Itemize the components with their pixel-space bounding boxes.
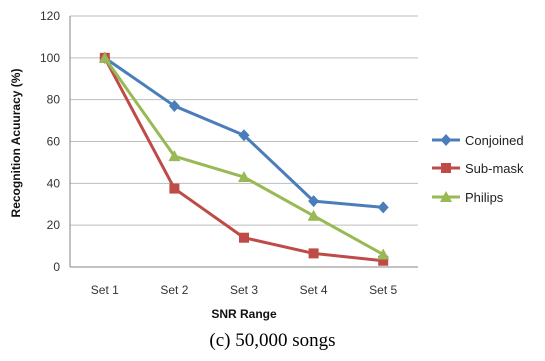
legend-label: Conjoined [465,133,524,148]
data-point-triangle [377,248,390,260]
data-point-diamond [308,195,320,208]
legend-item: Conjoined [432,133,524,148]
data-point-triangle [440,191,452,202]
x-tick-label: Set 4 [300,283,328,297]
data-point-diamond [440,134,452,146]
series-conjoined [99,51,389,214]
y-tick-label: 100 [40,51,60,65]
y-tick-label: 80 [47,93,61,107]
y-axis-label: Recognition Acuuracy (%) [9,69,23,218]
x-tick-label: Set 3 [230,283,258,297]
legend-label: Philips [465,190,504,205]
legend: Conjoined Sub-mask Philips [432,133,524,205]
figure-caption: (c) 50,000 songs [209,330,336,351]
legend-item: Sub-mask [432,161,524,176]
x-tick-label: Set 1 [91,283,119,297]
gridlines [69,15,418,268]
data-point-triangle [307,209,320,221]
data-point-diamond [168,99,180,112]
series-group [98,51,390,266]
legend-item: Philips [432,190,504,205]
y-tick-label: 40 [47,176,61,190]
legend-label: Sub-mask [465,161,524,176]
y-tick-label: 0 [53,260,60,274]
y-tick-labels: 0 20 40 60 80 100 120 [40,9,60,274]
y-tick-label: 60 [47,135,61,149]
data-point-square [308,248,319,259]
series-philips [98,51,390,260]
y-tick-label: 120 [40,9,60,23]
y-tick-label: 20 [47,218,61,232]
data-point-triangle [238,171,250,183]
data-point-square [169,183,180,194]
data-point-diamond [377,201,389,214]
x-tick-label: Set 2 [160,283,188,297]
data-point-square [378,255,389,266]
data-point-square [441,163,451,173]
data-point-diamond [238,129,250,142]
x-axis-label: SNR Range [211,307,277,321]
x-tick-labels: Set 1 Set 2 Set 3 Set 4 Set 5 [91,283,398,297]
data-point-triangle [98,51,111,63]
x-tick-label: Set 5 [369,283,397,297]
data-point-square [239,232,249,243]
data-point-triangle [168,150,181,162]
